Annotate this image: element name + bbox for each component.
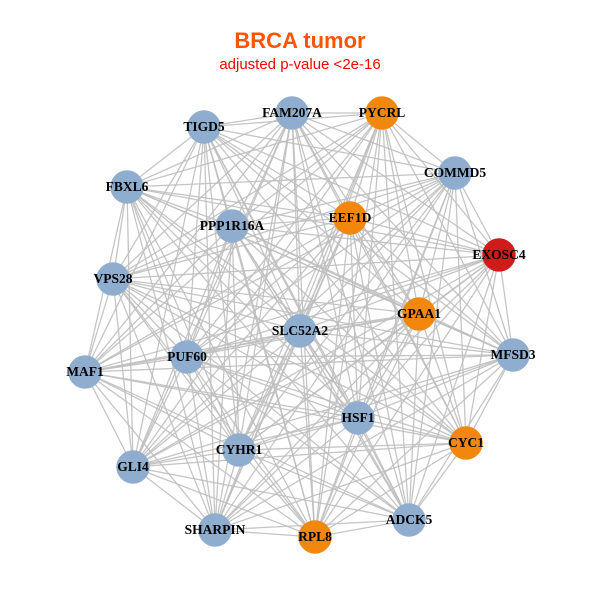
svg-text:adjusted p-value <2e-16: adjusted p-value <2e-16 [219,56,380,73]
svg-text:BRCA tumor: BRCA tumor [234,28,366,53]
